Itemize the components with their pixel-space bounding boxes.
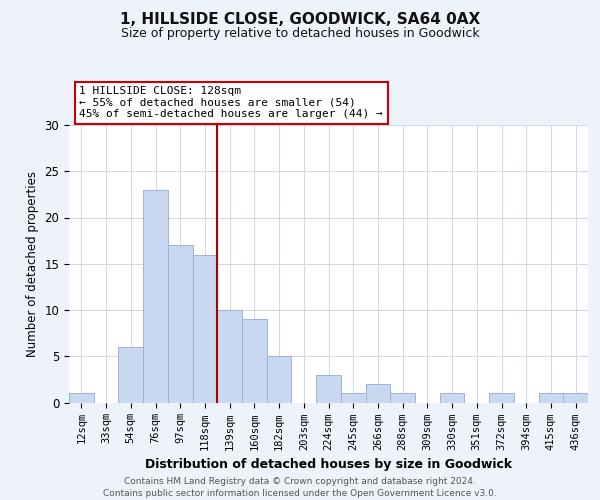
Bar [390,393,415,402]
Y-axis label: Number of detached properties: Number of detached properties [26,171,39,357]
Text: 1, HILLSIDE CLOSE, GOODWICK, SA64 0AX: 1, HILLSIDE CLOSE, GOODWICK, SA64 0AX [120,12,480,28]
Bar [143,190,168,402]
Bar [341,393,365,402]
Bar [168,245,193,402]
Bar [489,393,514,402]
Bar [217,310,242,402]
Text: 1 HILLSIDE CLOSE: 128sqm
← 55% of detached houses are smaller (54)
45% of semi-d: 1 HILLSIDE CLOSE: 128sqm ← 55% of detach… [79,86,383,120]
Bar [316,375,341,402]
Bar [267,356,292,403]
Text: Size of property relative to detached houses in Goodwick: Size of property relative to detached ho… [121,28,479,40]
Bar [193,254,217,402]
Bar [365,384,390,402]
Bar [539,393,563,402]
Bar [69,393,94,402]
Bar [440,393,464,402]
X-axis label: Distribution of detached houses by size in Goodwick: Distribution of detached houses by size … [145,458,512,471]
Bar [242,320,267,402]
Bar [118,347,143,403]
Bar [563,393,588,402]
Text: Contains HM Land Registry data © Crown copyright and database right 2024.
Contai: Contains HM Land Registry data © Crown c… [103,476,497,498]
